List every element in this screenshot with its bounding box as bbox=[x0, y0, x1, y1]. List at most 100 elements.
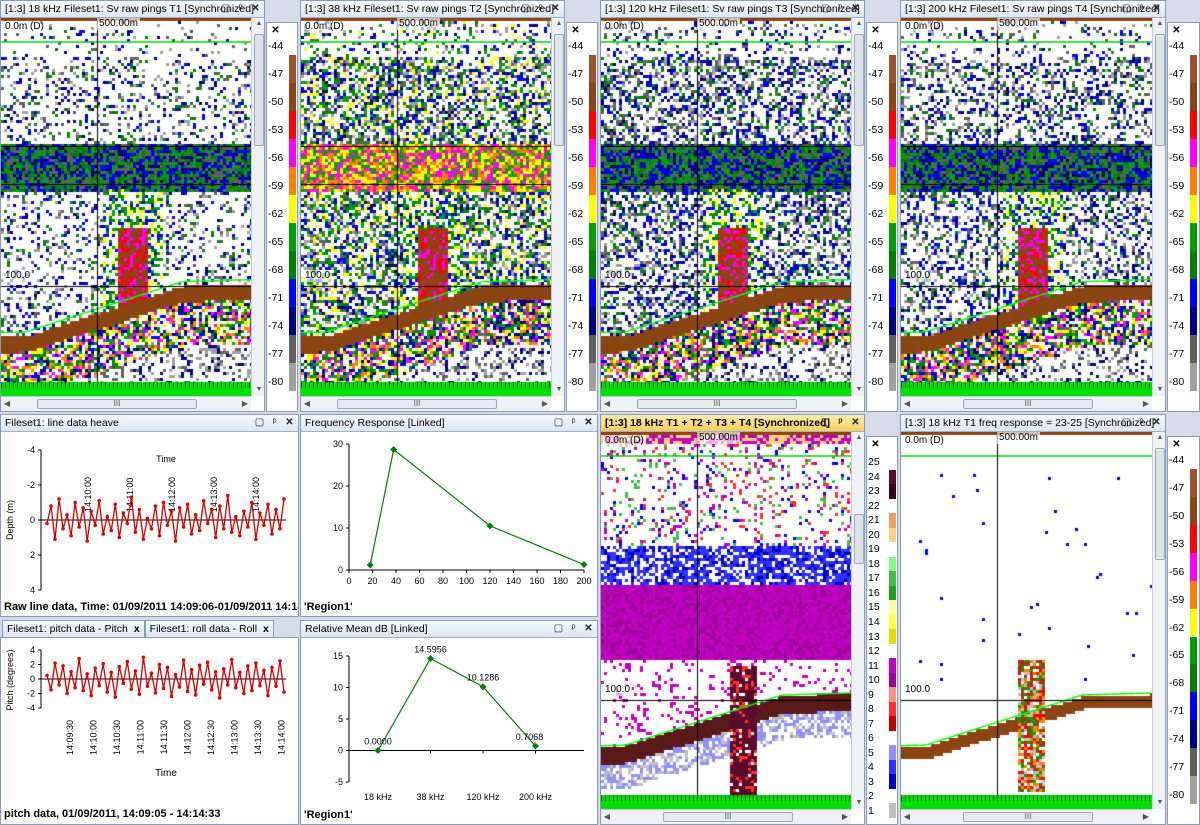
x-tick-label: 38 kHz bbox=[416, 792, 445, 802]
echogram-canvas[interactable] bbox=[1, 18, 251, 396]
scroll-thumb[interactable]: III bbox=[637, 399, 797, 409]
scroll-thumb[interactable] bbox=[854, 514, 864, 564]
scroll-left-icon[interactable]: ◀ bbox=[303, 399, 311, 408]
vertical-scrollbar[interactable]: ▲ ▼ bbox=[551, 18, 564, 396]
vertical-scrollbar[interactable]: ▲ ▼ bbox=[851, 18, 864, 396]
scroll-down-icon[interactable]: ▼ bbox=[555, 386, 563, 393]
close-icon[interactable]: ✕ bbox=[271, 25, 280, 36]
scroll-down-icon[interactable]: ▼ bbox=[855, 386, 863, 393]
scroll-up-icon[interactable]: ▲ bbox=[1156, 20, 1164, 27]
close-icon[interactable]: x bbox=[263, 623, 269, 635]
scroll-thumb[interactable]: III bbox=[663, 812, 793, 822]
echogram-canvas[interactable] bbox=[301, 18, 551, 396]
scroll-down-icon[interactable]: ▼ bbox=[1156, 799, 1164, 806]
pin-icon[interactable]: ᵖ bbox=[1139, 3, 1144, 14]
scroll-thumb[interactable]: III bbox=[337, 399, 497, 409]
scroll-thumb[interactable]: III bbox=[963, 399, 1093, 409]
echogram-canvas[interactable] bbox=[601, 432, 851, 809]
pin-icon[interactable]: ᵖ bbox=[1139, 417, 1144, 428]
scale-label: 11 bbox=[868, 659, 879, 672]
echogram-canvas[interactable] bbox=[901, 18, 1152, 396]
pitch-data-point bbox=[185, 689, 190, 694]
pin-icon[interactable]: ᵖ bbox=[571, 623, 576, 634]
tab-pitch[interactable]: Fileset1: pitch data - Pitch x bbox=[2, 620, 145, 637]
close-icon[interactable]: ✕ bbox=[1152, 3, 1161, 14]
close-icon[interactable]: ✕ bbox=[1172, 25, 1181, 36]
close-icon[interactable]: ✕ bbox=[571, 25, 580, 36]
restore-icon[interactable]: ▢ bbox=[520, 3, 531, 14]
scroll-thumb[interactable]: III bbox=[963, 812, 1093, 822]
horizontal-scrollbar[interactable]: ◀ III ▶ bbox=[1, 396, 251, 411]
restore-icon[interactable]: ▢ bbox=[254, 417, 265, 428]
scroll-thumb[interactable] bbox=[1155, 448, 1165, 560]
restore-icon[interactable]: ▢ bbox=[1121, 417, 1132, 428]
scroll-right-icon[interactable]: ▶ bbox=[541, 399, 549, 408]
frequency-response-chart[interactable]: 0 10 20 30 0 20 40 60 80 100 120 140 160 180 200 bbox=[301, 432, 597, 602]
restore-icon[interactable]: ▢ bbox=[820, 417, 831, 428]
restore-icon[interactable]: ▢ bbox=[553, 623, 564, 634]
pitch-chart[interactable]: 4 2 0 -2 -4 Pitch (degrees) 14:09:30 14:10:00 14… bbox=[1, 638, 298, 798]
close-icon[interactable]: ✕ bbox=[851, 3, 860, 14]
pin-icon[interactable]: ᵖ bbox=[838, 3, 843, 14]
scroll-left-icon[interactable]: ◀ bbox=[903, 399, 911, 408]
close-icon[interactable]: ✕ bbox=[871, 25, 880, 36]
restore-icon[interactable]: ▢ bbox=[820, 3, 831, 14]
restore-icon[interactable]: ▢ bbox=[1121, 3, 1132, 14]
pin-icon[interactable]: ᵖ bbox=[238, 3, 243, 14]
scroll-down-icon[interactable]: ▼ bbox=[1156, 386, 1164, 393]
close-icon[interactable]: ✕ bbox=[1152, 417, 1161, 428]
relative-mean-chart[interactable]: -5 0 5 10 15 18 kHz 38 kHz 120 kHz 200 kHz 0.0000… bbox=[301, 638, 597, 808]
scroll-left-icon[interactable]: ◀ bbox=[603, 812, 611, 821]
scroll-up-icon[interactable]: ▲ bbox=[855, 20, 863, 27]
close-icon[interactable]: ✕ bbox=[851, 417, 860, 428]
close-icon[interactable]: ✕ bbox=[285, 417, 294, 428]
close-icon[interactable]: ✕ bbox=[871, 439, 880, 450]
scale-label: -44 bbox=[1169, 454, 1185, 466]
scroll-right-icon[interactable]: ▶ bbox=[841, 399, 849, 408]
horizontal-scrollbar[interactable]: ◀ III ▶ bbox=[901, 396, 1152, 411]
scroll-left-icon[interactable]: ◀ bbox=[603, 399, 611, 408]
vertical-scrollbar[interactable]: ▲ ▼ bbox=[1152, 432, 1165, 809]
scroll-thumb[interactable] bbox=[854, 34, 864, 146]
echogram-canvas[interactable] bbox=[901, 432, 1152, 809]
scroll-up-icon[interactable]: ▲ bbox=[1156, 434, 1164, 441]
horizontal-scrollbar[interactable]: ◀ III ▶ bbox=[601, 396, 851, 411]
scroll-up-icon[interactable]: ▲ bbox=[555, 20, 563, 27]
heave-chart[interactable]: -4 -2 0 2 4 Depth (m) Time 14:10:00 14:11:00 14:1… bbox=[1, 432, 298, 602]
horizontal-scrollbar[interactable]: ◀ III ▶ bbox=[901, 809, 1152, 824]
scroll-up-icon[interactable]: ▲ bbox=[255, 20, 263, 27]
vertical-scrollbar[interactable]: ▲ ▼ bbox=[251, 18, 264, 396]
close-icon[interactable]: x bbox=[133, 623, 140, 635]
scroll-right-icon[interactable]: ▶ bbox=[841, 812, 849, 821]
scale-color-swatch bbox=[1190, 363, 1197, 391]
restore-icon[interactable]: ▢ bbox=[553, 417, 564, 428]
horizontal-scrollbar[interactable]: ◀ III ▶ bbox=[601, 809, 851, 824]
scroll-left-icon[interactable]: ◀ bbox=[903, 812, 911, 821]
close-icon[interactable]: ✕ bbox=[584, 417, 593, 428]
scroll-right-icon[interactable]: ▶ bbox=[241, 399, 249, 408]
scroll-thumb[interactable] bbox=[554, 34, 564, 146]
scroll-thumb[interactable]: III bbox=[37, 399, 197, 409]
scroll-down-icon[interactable]: ▼ bbox=[255, 386, 263, 393]
close-icon[interactable]: ✕ bbox=[251, 3, 260, 14]
scroll-left-icon[interactable]: ◀ bbox=[3, 399, 11, 408]
close-icon[interactable]: ✕ bbox=[1172, 439, 1181, 450]
scroll-thumb[interactable] bbox=[254, 34, 264, 146]
close-icon[interactable]: ✕ bbox=[551, 3, 560, 14]
tab-roll[interactable]: Fileset1: roll data - Roll x bbox=[144, 620, 274, 637]
scroll-thumb[interactable] bbox=[1155, 34, 1165, 146]
scroll-up-icon[interactable]: ▲ bbox=[855, 434, 863, 441]
pin-icon[interactable]: ᵖ bbox=[272, 417, 277, 428]
pin-icon[interactable]: ᵖ bbox=[538, 3, 543, 14]
close-icon[interactable]: ✕ bbox=[584, 623, 593, 634]
restore-icon[interactable]: ▢ bbox=[220, 3, 231, 14]
pin-icon[interactable]: ᵖ bbox=[838, 417, 843, 428]
scroll-right-icon[interactable]: ▶ bbox=[1142, 399, 1150, 408]
scroll-right-icon[interactable]: ▶ bbox=[1142, 812, 1150, 821]
echogram-canvas[interactable] bbox=[601, 18, 851, 396]
scroll-down-icon[interactable]: ▼ bbox=[855, 799, 863, 806]
vertical-scrollbar[interactable]: ▲ ▼ bbox=[851, 432, 864, 809]
vertical-scrollbar[interactable]: ▲ ▼ bbox=[1152, 18, 1165, 396]
pin-icon[interactable]: ᵖ bbox=[571, 417, 576, 428]
horizontal-scrollbar[interactable]: ◀ III ▶ bbox=[301, 396, 551, 411]
